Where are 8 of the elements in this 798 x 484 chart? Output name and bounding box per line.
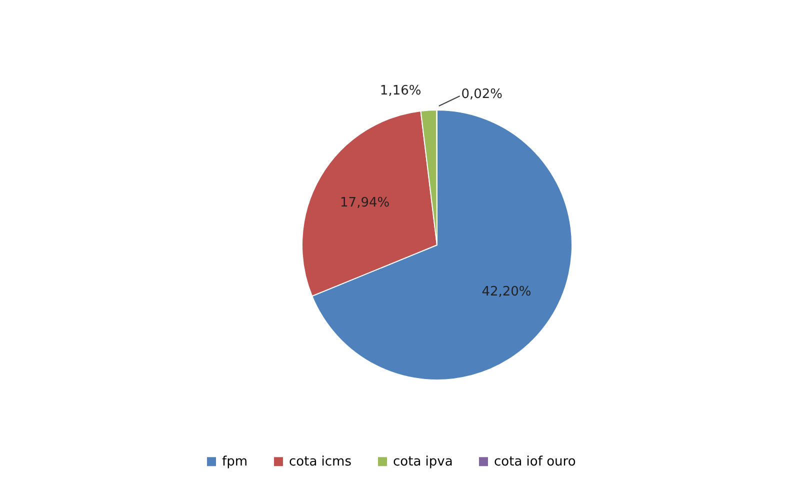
- data-label: 0,02%: [461, 87, 503, 102]
- data-label: 42,20%: [482, 284, 532, 300]
- legend-label: cota ipva: [393, 454, 453, 470]
- data-label: 17,94%: [340, 196, 390, 211]
- legend-label: fpm: [222, 454, 248, 470]
- legend-label: cota icms: [289, 454, 352, 470]
- data-label: 1,16%: [380, 83, 422, 98]
- legend-label: cota iof ouro: [494, 454, 576, 470]
